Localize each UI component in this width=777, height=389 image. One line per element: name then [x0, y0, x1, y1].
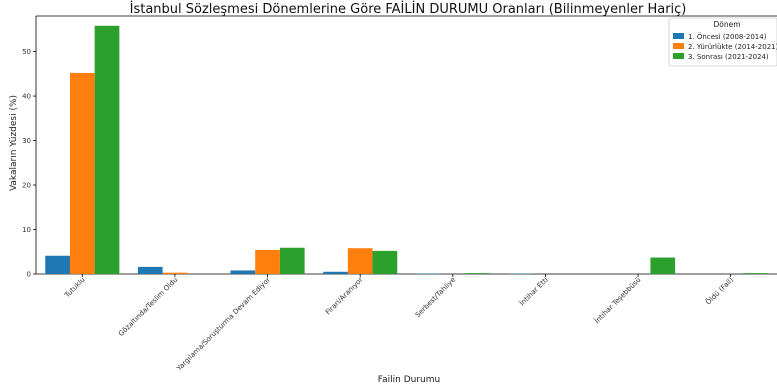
bar: [162, 272, 188, 274]
bar: [255, 249, 280, 274]
bar: [137, 266, 163, 274]
x-tick-label: Gözaltında/Teslim Oldu: [117, 276, 179, 338]
legend-swatch: [673, 43, 684, 49]
bar: [650, 257, 676, 274]
bar: [347, 248, 373, 274]
bar: [743, 273, 768, 274]
legend-label: 2. Yürürlükte (2014-2021): [688, 43, 777, 51]
y-tick-label: 10: [22, 226, 31, 234]
chart-title: İstanbul Sözleşmesi Dönemlerine Göre FAİ…: [130, 1, 687, 17]
x-tick-label: Serbest/Tahliye: [414, 276, 457, 319]
legend: Dönem 1. Öncesi (2008-2014) 2. Yürürlükte …: [668, 17, 777, 67]
legend-title: Dönem: [713, 20, 740, 29]
x-tick-label: Firari/Aranıyor: [324, 276, 365, 317]
bar: [372, 250, 398, 274]
plot-area: 0 10 20 30 40 50 Tutuklu Gözaltında/Teslim Oldu…: [22, 15, 777, 373]
y-tick-label: 20: [22, 182, 31, 190]
bar: [69, 72, 95, 274]
x-tick-label: İntihar Teşebbüsü: [592, 275, 642, 325]
y-tick-label: 0: [27, 271, 31, 279]
legend-label: 3. Sonrası (2021-2024): [688, 53, 769, 61]
legend-frame: [668, 17, 777, 67]
x-tick-label: Tutuklu: [62, 276, 86, 300]
legend-label: 1. Öncesi (2008-2014): [688, 32, 767, 41]
bar: [323, 271, 348, 274]
x-axis-title: Failin Durumu: [378, 375, 440, 385]
bar: [465, 273, 490, 274]
bar: [94, 25, 120, 274]
legend-swatch: [673, 53, 684, 59]
bar: [279, 247, 305, 274]
x-tick-label: İntihar Etti: [517, 275, 549, 307]
y-tick-label: 30: [22, 137, 31, 145]
y-axis-title: Vakaların Yüzdesi (%): [9, 95, 19, 191]
legend-swatch: [673, 33, 684, 39]
x-tick-label: Yargılama/Soruşturma Devam Ediyor: [175, 276, 272, 373]
bar: [230, 270, 256, 274]
bar: [45, 255, 70, 274]
y-tick-label: 50: [22, 48, 31, 56]
y-tick-label: 40: [22, 93, 31, 101]
x-tick-label: Öldü (Fail): [704, 275, 736, 307]
